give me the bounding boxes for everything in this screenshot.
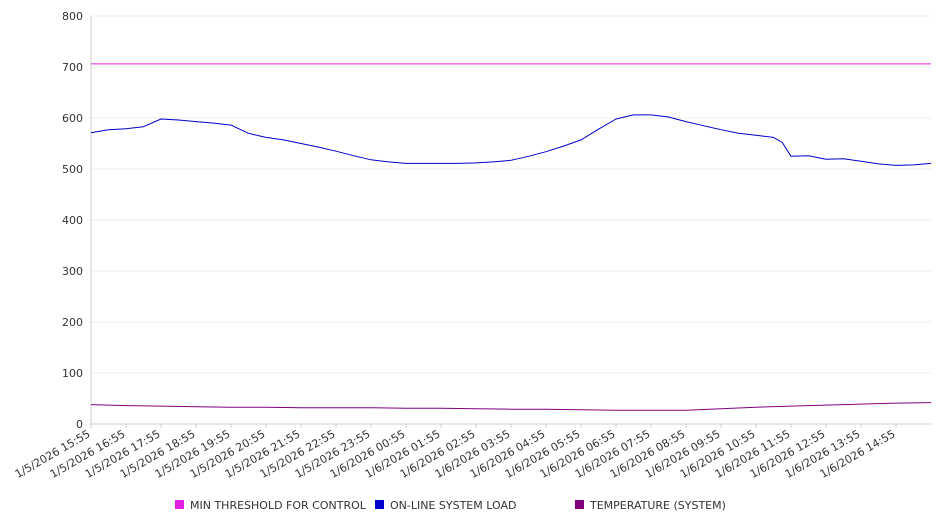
y-tick-label: 800 — [62, 10, 83, 23]
legend-swatch — [575, 500, 584, 509]
legend: MIN THRESHOLD FOR CONTROL ON-LINE SYSTEM … — [175, 499, 726, 512]
series-line-temperature-system — [90, 402, 932, 411]
y-tick-label: 700 — [62, 61, 83, 74]
y-tick-label: 0 — [76, 418, 83, 431]
legend-label: ON-LINE SYSTEM LOAD — [390, 499, 516, 512]
legend-label: TEMPERATURE (SYSTEM) — [589, 499, 726, 512]
y-tick-label: 100 — [62, 367, 83, 380]
series-layer — [90, 63, 932, 411]
y-tick-label: 200 — [62, 316, 83, 329]
y-tick-label: 400 — [62, 214, 83, 227]
series-line-on-line-system-load — [90, 114, 932, 166]
legend-swatch — [375, 500, 384, 509]
legend-swatch — [175, 500, 184, 509]
y-tick-label: 500 — [62, 163, 83, 176]
y-tick-label: 600 — [62, 112, 83, 125]
grid-layer — [91, 15, 931, 374]
legend-label: MIN THRESHOLD FOR CONTROL — [190, 499, 367, 512]
y-tick-label: 300 — [62, 265, 83, 278]
